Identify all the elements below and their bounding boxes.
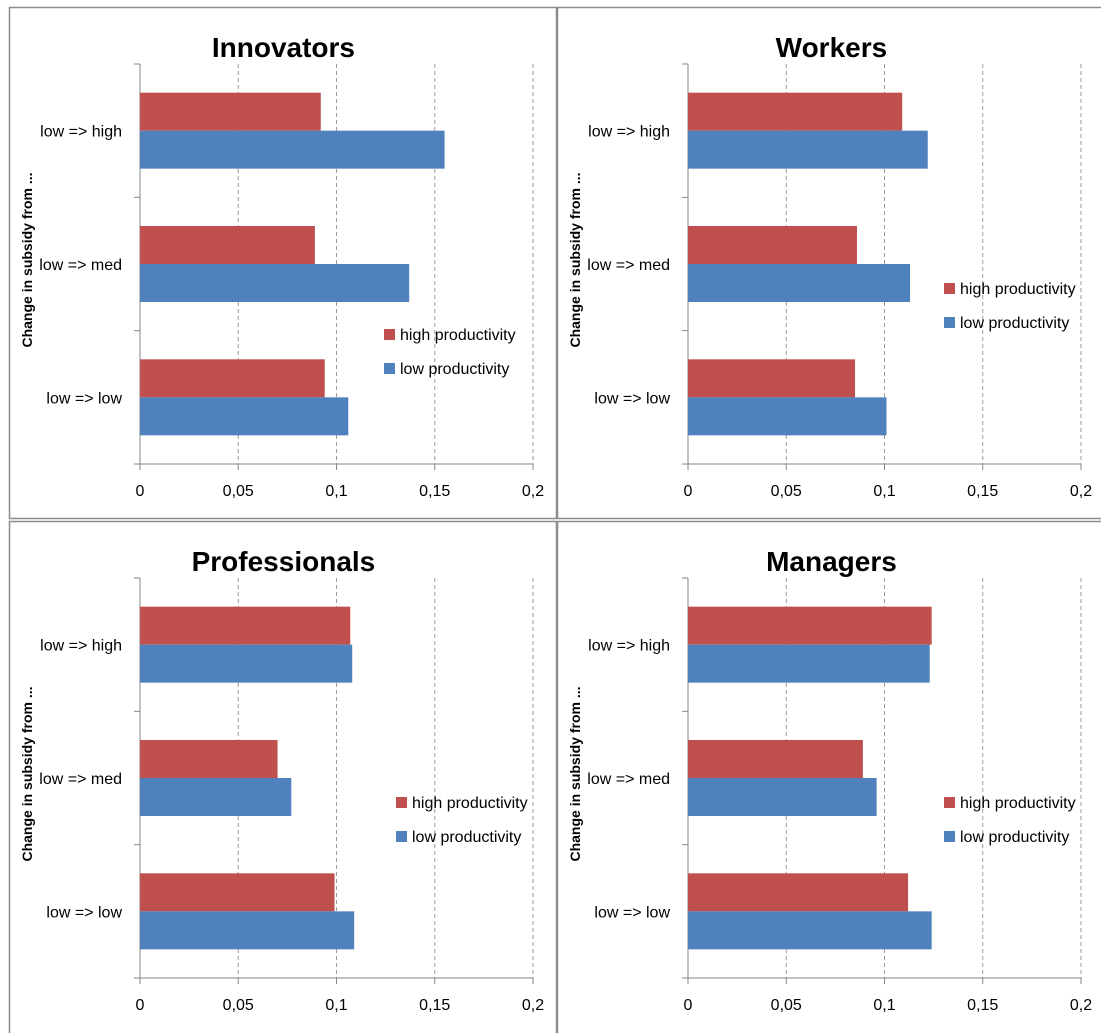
bar-low-productivity [140, 264, 410, 302]
x-tick-label: 0,15 [419, 997, 450, 1014]
bar-high-productivity [140, 873, 335, 912]
legend-swatch-high [384, 329, 395, 340]
x-tick-label: 0,15 [419, 483, 450, 500]
y-axis-label: Change in subsidy from ... [19, 172, 35, 347]
x-tick-label: 0,2 [1070, 483, 1092, 500]
x-tick-label: 0,2 [522, 997, 544, 1014]
legend-label: high productivity [960, 281, 1076, 298]
y-axis-label: Change in subsidy from ... [19, 686, 35, 861]
bar-low-productivity [688, 911, 932, 950]
category-label: low => med [39, 257, 122, 274]
legend-swatch-low [384, 363, 395, 374]
legend-label: high productivity [400, 327, 516, 344]
legend-swatch-high [944, 797, 955, 808]
chart-title: Innovators [212, 32, 355, 63]
bar-high-productivity [140, 606, 351, 645]
x-tick-label: 0,05 [223, 997, 254, 1014]
bar-low-productivity [688, 397, 887, 436]
chart-title: Workers [776, 32, 888, 63]
bar-high-productivity [688, 226, 857, 264]
category-label: low => med [39, 771, 122, 788]
x-tick-label: 0,1 [873, 997, 895, 1014]
bar-high-productivity [140, 92, 321, 131]
category-label: low => high [588, 638, 670, 655]
category-label: low => high [40, 124, 122, 141]
category-label: low => low [594, 390, 670, 407]
bar-low-productivity [140, 397, 349, 436]
legend-swatch-low [944, 317, 955, 328]
bar-high-productivity [688, 359, 856, 398]
chart-panel-workers: Workers 0 0,05 0,1 0,15 0,2 low => high low => … [556, 6, 1101, 520]
legend-swatch-low [396, 831, 407, 842]
bar-low-productivity [140, 644, 353, 683]
x-tick-label: 0,15 [967, 997, 998, 1014]
bar-low-productivity [688, 778, 877, 816]
x-tick-label: 0,1 [325, 483, 347, 500]
chart-panel-professionals: Professionals 0 0,05 0,1 0,15 0,2 low => high l… [8, 520, 558, 1033]
x-tick-label: 0 [136, 997, 145, 1014]
legend-label: low productivity [960, 315, 1069, 332]
x-tick-label: 0,1 [873, 483, 895, 500]
x-tick-label: 0 [136, 483, 145, 500]
legend-swatch-high [944, 283, 955, 294]
chart-panel-innovators: Innovators 0 0,05 0,1 0,15 0,2 low => high low … [8, 6, 558, 520]
bar-low-productivity [688, 264, 911, 302]
category-label: low => high [40, 638, 122, 655]
bar-high-productivity [140, 226, 315, 264]
category-label: low => low [46, 904, 122, 921]
x-tick-label: 0 [684, 997, 693, 1014]
bar-low-productivity [688, 130, 928, 169]
bar-high-productivity [140, 359, 325, 398]
x-tick-label: 0,2 [522, 483, 544, 500]
bar-high-productivity [688, 606, 932, 645]
category-label: low => med [587, 771, 670, 788]
x-tick-label: 0,05 [771, 483, 802, 500]
chart-title: Managers [766, 546, 897, 577]
legend-label: low productivity [400, 361, 509, 378]
bar-low-productivity [140, 130, 445, 169]
bar-low-productivity [140, 911, 355, 950]
bar-high-productivity [688, 873, 909, 912]
bar-high-productivity [140, 740, 278, 778]
bar-low-productivity [688, 644, 930, 683]
y-axis-label: Change in subsidy from ... [567, 172, 583, 347]
x-tick-label: 0,1 [325, 997, 347, 1014]
legend-swatch-low [944, 831, 955, 842]
legend-label: high productivity [960, 795, 1076, 812]
bar-high-productivity [688, 92, 903, 131]
x-tick-label: 0,05 [223, 483, 254, 500]
x-tick-label: 0,15 [967, 483, 998, 500]
legend-label: low productivity [960, 829, 1069, 846]
category-label: low => high [588, 124, 670, 141]
x-tick-label: 0,2 [1070, 997, 1092, 1014]
chart-title: Professionals [192, 546, 376, 577]
legend-label: high productivity [412, 795, 528, 812]
bar-high-productivity [688, 740, 863, 778]
legend-label: low productivity [412, 829, 521, 846]
x-tick-label: 0,05 [771, 997, 802, 1014]
category-label: low => low [594, 904, 670, 921]
x-tick-label: 0 [684, 483, 693, 500]
bar-low-productivity [140, 778, 292, 816]
y-axis-label: Change in subsidy from ... [567, 686, 583, 861]
category-label: low => low [46, 390, 122, 407]
legend-swatch-high [396, 797, 407, 808]
chart-panel-managers: Managers 0 0,05 0,1 0,15 0,2 low => high low =>… [556, 520, 1101, 1033]
category-label: low => med [587, 257, 670, 274]
